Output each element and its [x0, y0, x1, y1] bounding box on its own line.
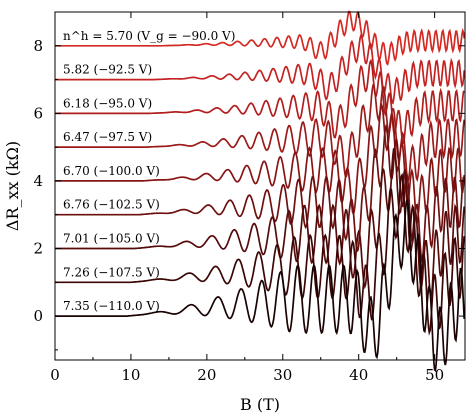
plot-frame — [54, 11, 466, 361]
series-label: n^h = 5.70 (V_g = −90.0 V) — [63, 29, 235, 43]
y-tick-label: 4 — [33, 172, 43, 190]
curves-group — [55, 10, 466, 373]
x-tick-label: 30 — [273, 366, 292, 384]
series-label: 6.47 (−97.5 V) — [63, 130, 152, 144]
x-tick-label: 20 — [197, 366, 216, 384]
y-axis-ticks: 0 2 4 6 8 — [33, 37, 465, 351]
x-tick-label: 50 — [425, 366, 444, 384]
x-tick-label: 0 — [50, 366, 60, 384]
series-line — [55, 83, 466, 184]
series-label: 7.26 (−107.5 V) — [63, 265, 160, 279]
x-tick-label: 10 — [121, 366, 140, 384]
series-line — [55, 146, 466, 298]
y-axis-title: ΔR_xx (kΩ) — [3, 141, 22, 231]
y-tick-label: 6 — [33, 104, 43, 122]
series-line — [55, 10, 466, 66]
x-tick-label: 40 — [349, 366, 368, 384]
y-tick-label: 0 — [33, 307, 43, 325]
x-axis-title: B (T) — [240, 395, 280, 414]
series-label: 6.18 (−95.0 V) — [63, 96, 152, 110]
series-line — [55, 198, 466, 373]
y-tick-label: 8 — [33, 37, 43, 55]
curve-labels-group: n^h = 5.70 (V_g = −90.0 V) 5.82 (−92.5 V)… — [63, 29, 235, 313]
series-label: 5.82 (−92.5 V) — [63, 63, 152, 77]
series-line — [55, 33, 466, 105]
y-tick-label: 2 — [33, 240, 43, 258]
series-label: 6.70 (−100.0 V) — [63, 164, 160, 178]
series-label: 7.01 (−105.0 V) — [63, 232, 160, 246]
series-line — [55, 172, 466, 336]
series-label: 7.35 (−110.0 V) — [63, 299, 160, 313]
series-line — [55, 123, 466, 263]
x-axis-ticks: 0 10 20 30 40 50 — [50, 12, 444, 384]
series-label: 6.76 (−102.5 V) — [63, 198, 160, 212]
